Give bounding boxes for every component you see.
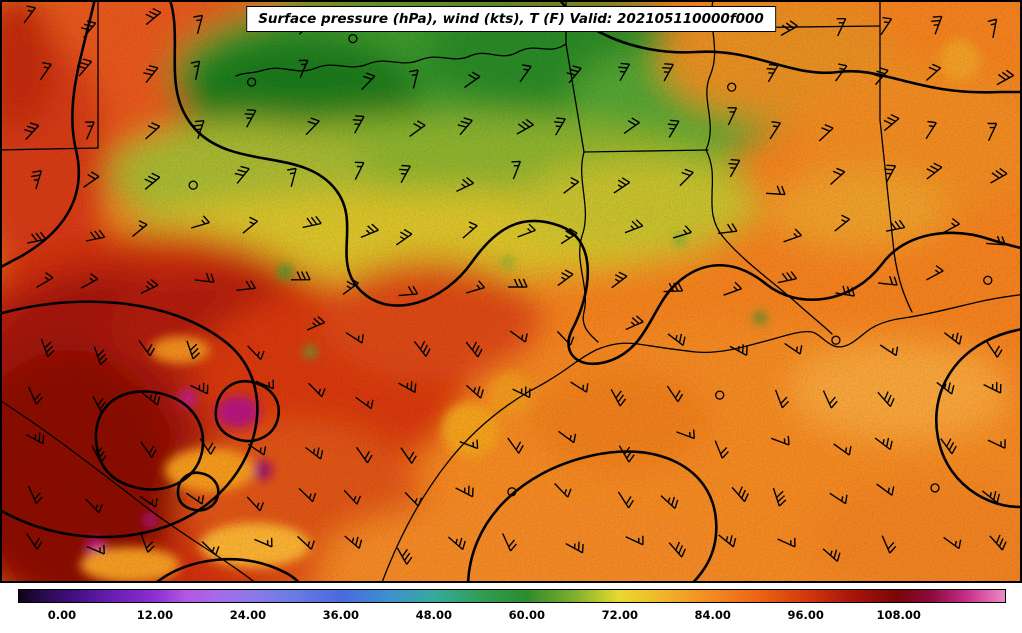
- colorbar-tick-label: 0.00: [47, 608, 77, 622]
- state-borders: [0, 0, 1022, 583]
- colorbar-gradient: [18, 589, 1006, 603]
- colorbar-tick-label: 12.00: [136, 608, 174, 622]
- colorbar-tick-label: 84.00: [694, 608, 731, 622]
- colorbar-ticks: 0.00 12.00 24.00 36.00 48.00 60.00 72.00 84.00 9…: [0, 583, 1022, 633]
- colorbar-tick-label: 48.00: [415, 608, 453, 622]
- colorbar: 0.00 12.00 24.00 36.00 48.00 60.00 72.00 84.00 9…: [0, 583, 1022, 633]
- colorbar-tick-label: 24.00: [229, 608, 267, 622]
- map-area: Surface pressure (hPa), wind (kts), T (F…: [0, 0, 1022, 583]
- colorbar-tick-label: 96.00: [787, 608, 824, 622]
- colorbar-tick-label: 72.00: [601, 608, 638, 622]
- colorbar-tick-label: 108.00: [876, 608, 921, 622]
- colorbar-tick-label: 36.00: [322, 608, 360, 622]
- map-title-box: Surface pressure (hPa), wind (kts), T (F…: [246, 6, 776, 33]
- colorbar-tick-label: 60.00: [508, 608, 546, 622]
- map-title: Surface pressure (hPa), wind (kts), T (F…: [258, 11, 764, 27]
- pressure-contours: [0, 0, 1022, 583]
- map-frame: [0, 0, 1022, 583]
- weather-map-canvas: [0, 0, 1022, 583]
